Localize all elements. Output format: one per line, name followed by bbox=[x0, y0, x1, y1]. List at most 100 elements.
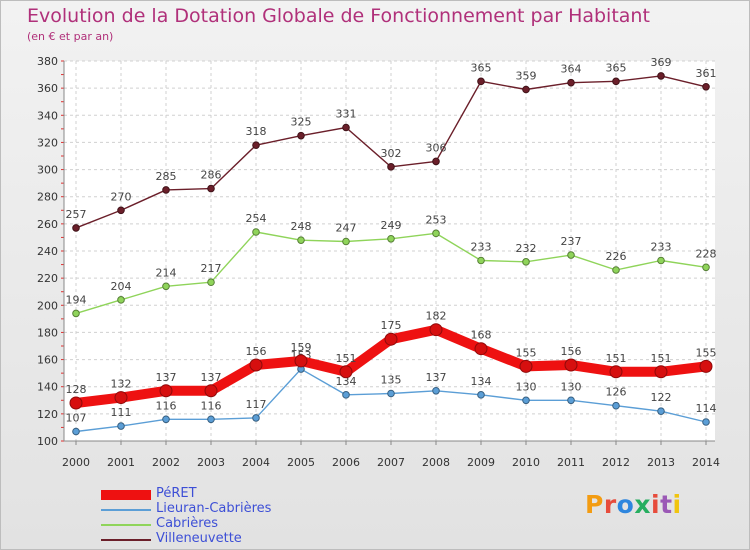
data-point-lieuran-cabrieres bbox=[477, 391, 485, 399]
y-tick-label: 360 bbox=[37, 82, 58, 95]
data-point-lieuran-cabrieres bbox=[72, 427, 80, 436]
data-point-lieuran-cabrieres bbox=[522, 396, 530, 405]
data-point-peret bbox=[339, 365, 353, 379]
data-label-lieuran-cabrieres: 122 bbox=[651, 391, 672, 404]
data-point-cabrieres bbox=[207, 278, 215, 287]
data-label-peret: 132 bbox=[111, 378, 132, 391]
chart-title: Evolution de la Dotation Globale de Fonc… bbox=[27, 5, 650, 27]
data-label-villeneuvette: 365 bbox=[606, 61, 627, 74]
data-label-peret: 151 bbox=[651, 352, 672, 365]
data-label-cabrieres: 228 bbox=[696, 247, 717, 260]
data-label-cabrieres: 226 bbox=[606, 250, 627, 263]
data-point-villeneuvette bbox=[117, 206, 125, 215]
y-tick-label: 180 bbox=[37, 326, 58, 339]
data-point-cabrieres bbox=[72, 309, 80, 318]
data-label-lieuran-cabrieres: 117 bbox=[246, 398, 267, 411]
data-label-villeneuvette: 270 bbox=[111, 190, 132, 203]
data-point-villeneuvette bbox=[72, 224, 80, 232]
data-label-cabrieres: 217 bbox=[201, 262, 222, 275]
data-point-peret bbox=[429, 323, 443, 337]
data-point-lieuran-cabrieres bbox=[432, 386, 440, 395]
data-label-peret: 156 bbox=[561, 345, 582, 358]
x-tick-label: 2004 bbox=[242, 456, 270, 469]
brand-letter: x bbox=[634, 490, 651, 519]
y-tick-label: 220 bbox=[37, 272, 58, 285]
data-label-peret: 137 bbox=[156, 371, 177, 384]
legend-label: Lieuran-Cabrières bbox=[156, 501, 272, 516]
legend-label: Cabrières bbox=[156, 516, 219, 531]
data-point-villeneuvette bbox=[702, 82, 710, 91]
data-point-cabrieres bbox=[342, 237, 350, 246]
data-point-lieuran-cabrieres bbox=[207, 415, 215, 424]
data-label-peret: 168 bbox=[471, 329, 492, 342]
data-point-villeneuvette bbox=[657, 72, 665, 80]
legend-swatch bbox=[101, 524, 151, 526]
data-point-villeneuvette bbox=[297, 131, 305, 140]
data-label-villeneuvette: 369 bbox=[651, 56, 672, 69]
data-label-lieuran-cabrieres: 130 bbox=[516, 380, 537, 393]
brand-letter: i bbox=[651, 490, 661, 519]
data-point-lieuran-cabrieres bbox=[117, 422, 125, 430]
y-tick-label: 100 bbox=[37, 435, 58, 448]
x-tick-label: 2006 bbox=[332, 456, 360, 469]
data-point-peret bbox=[654, 365, 668, 379]
brand-letter: o bbox=[616, 490, 635, 519]
data-point-villeneuvette bbox=[162, 186, 170, 194]
data-point-lieuran-cabrieres bbox=[252, 414, 260, 422]
y-tick-label: 200 bbox=[37, 299, 58, 312]
data-label-peret: 182 bbox=[426, 310, 447, 323]
data-point-peret bbox=[474, 342, 488, 356]
x-tick-label: 2010 bbox=[512, 456, 540, 469]
x-tick-label: 2013 bbox=[647, 456, 675, 469]
y-tick-label: 300 bbox=[37, 164, 58, 177]
data-label-lieuran-cabrieres: 111 bbox=[111, 406, 132, 419]
data-label-cabrieres: 232 bbox=[516, 242, 537, 255]
data-point-cabrieres bbox=[432, 229, 440, 238]
data-label-cabrieres: 194 bbox=[66, 293, 87, 306]
data-point-villeneuvette bbox=[567, 78, 575, 87]
data-point-peret bbox=[384, 332, 398, 346]
x-tick-label: 2009 bbox=[467, 456, 495, 469]
data-label-cabrieres: 214 bbox=[156, 266, 177, 279]
data-label-villeneuvette: 257 bbox=[66, 208, 87, 221]
y-tick-label: 340 bbox=[37, 109, 58, 122]
brand-letter: P bbox=[585, 490, 604, 519]
data-point-cabrieres bbox=[477, 256, 485, 265]
data-point-peret bbox=[609, 365, 623, 379]
legend-label: Villeneuvette bbox=[156, 531, 242, 546]
x-tick-label: 2012 bbox=[602, 456, 630, 469]
data-label-cabrieres: 249 bbox=[381, 219, 402, 232]
data-label-villeneuvette: 285 bbox=[156, 170, 177, 183]
data-label-peret: 151 bbox=[606, 352, 627, 365]
data-point-peret bbox=[564, 358, 578, 372]
legend-swatch bbox=[101, 490, 151, 500]
data-point-lieuran-cabrieres bbox=[612, 401, 620, 410]
y-tick-label: 160 bbox=[37, 354, 58, 367]
data-point-cabrieres bbox=[612, 266, 620, 274]
data-point-lieuran-cabrieres bbox=[567, 396, 575, 405]
data-point-cabrieres bbox=[297, 236, 305, 244]
data-label-villeneuvette: 325 bbox=[291, 116, 312, 129]
x-tick-label: 2011 bbox=[557, 456, 585, 469]
data-label-villeneuvette: 302 bbox=[381, 147, 402, 160]
legend-swatch bbox=[101, 509, 151, 511]
data-point-villeneuvette bbox=[342, 123, 350, 132]
data-label-villeneuvette: 359 bbox=[516, 70, 537, 83]
data-point-villeneuvette bbox=[477, 77, 485, 86]
chart-subtitle: (en € et par an) bbox=[27, 30, 114, 43]
data-point-cabrieres bbox=[117, 296, 125, 304]
brand-letter: t bbox=[660, 490, 673, 519]
data-label-lieuran-cabrieres: 137 bbox=[426, 371, 447, 384]
legend-label: PéRET bbox=[156, 486, 197, 501]
data-point-cabrieres bbox=[162, 282, 170, 291]
y-tick-label: 120 bbox=[37, 408, 58, 421]
data-label-cabrieres: 254 bbox=[246, 212, 267, 225]
data-label-lieuran-cabrieres: 107 bbox=[66, 412, 87, 425]
data-label-peret: 137 bbox=[201, 371, 222, 384]
data-label-lieuran-cabrieres: 130 bbox=[561, 380, 582, 393]
x-tick-label: 2008 bbox=[422, 456, 450, 469]
data-label-lieuran-cabrieres: 135 bbox=[381, 374, 402, 387]
data-label-villeneuvette: 361 bbox=[696, 67, 717, 80]
data-label-peret: 175 bbox=[381, 319, 402, 332]
